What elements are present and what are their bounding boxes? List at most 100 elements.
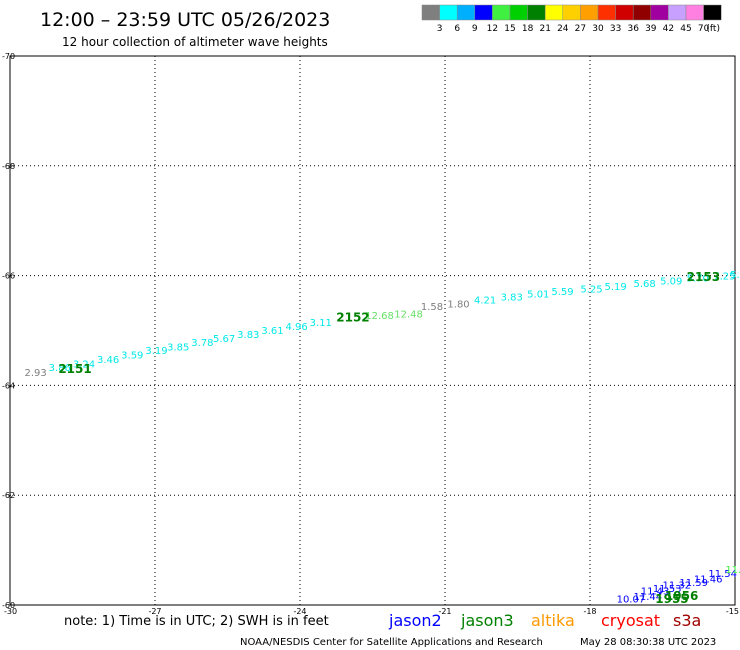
color-scale-label: 45 (680, 24, 691, 34)
south-track-swh-label: 5.68 (634, 279, 656, 290)
north-track-swh-label: 11.43 (641, 587, 670, 598)
chart-subtitle: 12 hour collection of altimeter wave hei… (62, 35, 328, 49)
color-scale-label: 12 (487, 24, 498, 34)
south-track-swh-label: 5.01 (527, 290, 549, 301)
color-swatch (421, 4, 440, 21)
grid-lines (10, 56, 735, 605)
satellite-legend: jason2 jason3 altika cryosat s3a (388, 611, 701, 630)
color-scale-label: 15 (504, 24, 515, 34)
south-track-swh-label: 12.68 (365, 311, 394, 322)
color-swatch (685, 4, 704, 21)
color-scale: 3 6 9 12 15 18 21 24 27 30 33 36 39 42 45 70(ft) (421, 4, 722, 34)
y-axis-ticks: -60 -62 -64 -66 -68 -70 (2, 52, 15, 610)
color-scale-unit: (ft) (706, 24, 720, 34)
color-swatch (509, 4, 528, 21)
south-track-swh-label: 4.96 (286, 322, 308, 333)
y-tick-label: -64 (2, 381, 15, 390)
color-scale-label: 36 (627, 24, 639, 34)
south-track-swh-label: 5.29 (730, 270, 740, 281)
south-track-swh-label: 3.19 (145, 346, 167, 357)
color-scale-label: 9 (472, 24, 478, 34)
south-track-swh-label: 5.67 (213, 334, 235, 345)
y-tick-label: -60 (2, 601, 15, 610)
x-tick-label: -30 (4, 607, 17, 616)
color-swatch (456, 4, 476, 21)
x-axis-ticks: -30 -27 -24 -21 -18 -15 (4, 607, 739, 616)
south-track-swh-label: 5.19 (605, 282, 627, 293)
south-track-swh-label: 3.83 (237, 330, 259, 341)
y-tick-label: -68 (2, 162, 15, 171)
plot-area: -30 -27 -24 -21 -18 -15 -60 -62 -64 -66 -68 -70 2.… (2, 52, 740, 616)
satellite-legend-item: jason3 (460, 611, 514, 630)
south-track-swh-label: 3.11 (310, 318, 332, 329)
north-track-swh-label: 11.54 (708, 569, 737, 580)
color-swatch (597, 4, 616, 21)
satellite-legend-item: jason2 (388, 611, 442, 630)
color-scale-label: 30 (592, 24, 604, 34)
color-scale-label: 18 (522, 24, 534, 34)
south-track-time-label: 2153 (687, 270, 720, 284)
south-track-time-label: 2152 (336, 311, 369, 325)
north-track-swh-label: 11.46 (694, 574, 723, 585)
south-track-swh-label: 2.93 (25, 368, 47, 379)
y-tick-label: -62 (2, 491, 15, 500)
south-track-swh-label: 3.46 (97, 355, 119, 366)
north-track-swh-label: 11.59 (679, 578, 708, 589)
wave-height-marks: 2.93 3.86 3.24 3.46 3.59 3.19 3.85 3.78 5.67 3.83… (25, 270, 740, 606)
color-scale-label: 42 (663, 24, 674, 34)
color-scale-label: 33 (610, 24, 621, 34)
plot-frame (9, 55, 736, 606)
south-track-swh-label: 5.09 (660, 276, 682, 287)
x-tick-label: -24 (293, 607, 306, 616)
south-track-swh-label: 12.48 (394, 309, 423, 320)
x-tick-label: -27 (148, 607, 161, 616)
north-track-time-label: 1956 (665, 589, 698, 603)
south-track-swh-label: 3.85 (167, 342, 189, 353)
color-scale-label: 24 (557, 24, 569, 34)
satellite-legend-item: cryosat (601, 611, 660, 630)
color-swatch (439, 4, 458, 21)
chart-title: 12:00 – 23:59 UTC 05/26/2023 (40, 9, 330, 31)
color-swatch (580, 4, 599, 21)
south-track-swh-label: 5.70 (687, 274, 709, 285)
color-swatch (650, 4, 669, 21)
color-swatch (527, 4, 546, 21)
south-track-swh-label: 3.61 (261, 326, 283, 337)
south-track-swh-label: 3.78 (191, 338, 213, 349)
satellite-legend-item: altika (531, 611, 575, 630)
north-track-swh-label: 11.44 (634, 592, 663, 603)
south-track-swh-label: 4.21 (474, 296, 496, 307)
x-tick-label: -18 (583, 607, 596, 616)
color-swatch (703, 4, 722, 21)
south-track-swh-label: 3.86 (49, 363, 71, 374)
north-track-swh-label: 11.32 (663, 581, 692, 592)
color-scale-label: 39 (645, 24, 657, 34)
color-swatch (562, 4, 581, 21)
south-track-swh-label: 3.83 (501, 292, 523, 303)
south-track-swh-label: 3.24 (73, 359, 95, 370)
color-swatch (615, 4, 634, 21)
color-scale-label: 3 (437, 24, 443, 34)
color-scale-label: 6 (454, 24, 460, 34)
south-track-swh-label: 3.59 (121, 350, 143, 361)
color-swatch (632, 4, 652, 21)
legend-note: note: 1) Time is in UTC; 2) SWH is in fe… (64, 614, 329, 629)
color-scale-label: 27 (575, 24, 586, 34)
color-scale-label: 21 (539, 24, 550, 34)
y-tick-label: -66 (2, 272, 15, 281)
north-track-time-label: 1955 (655, 592, 688, 606)
x-tick-label: -21 (438, 607, 451, 616)
north-track-swh-label: 10.07 (617, 594, 646, 605)
south-track-swh-label: 5.25 (580, 285, 602, 296)
footer-credit: NOAA/NESDIS Center for Satellite Applica… (240, 637, 543, 648)
x-tick-label: -15 (726, 607, 739, 616)
south-track-swh-label: 5.59 (551, 287, 573, 298)
color-swatch (474, 4, 493, 21)
color-swatch (668, 4, 687, 21)
color-swatch (544, 4, 564, 21)
south-track-time-label: 2151 (58, 362, 91, 376)
footer-timestamp: May 28 08:30:38 UTC 2023 (580, 637, 716, 648)
color-scale-label: 70 (698, 24, 710, 34)
y-tick-label: -70 (2, 52, 15, 61)
